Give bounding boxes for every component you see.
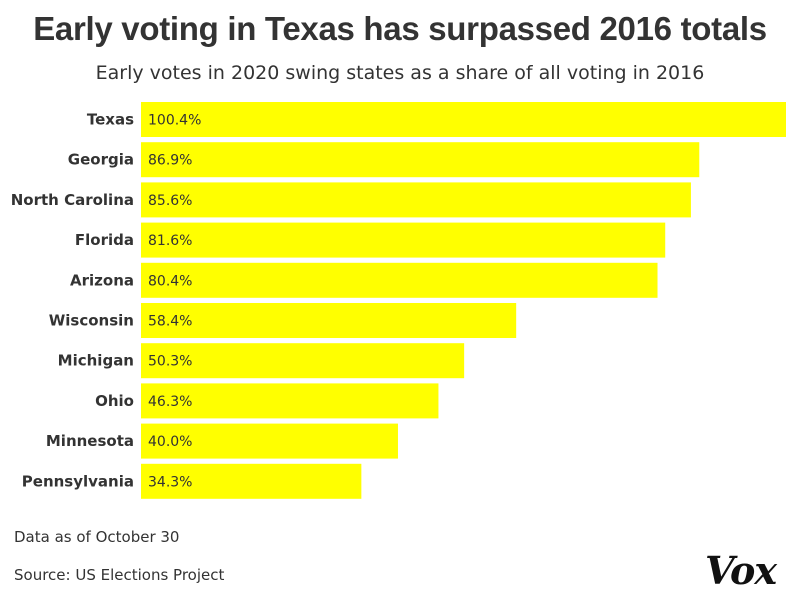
category-label-north-carolina: North Carolina [11,191,134,209]
bar-north-carolina [141,182,691,217]
category-label-michigan: Michigan [58,352,134,370]
category-label-texas: Texas [87,111,134,129]
category-label-wisconsin: Wisconsin [49,312,134,330]
value-label-michigan: 50.3% [148,354,192,370]
value-label-wisconsin: 58.4% [148,314,192,330]
data-date-note: Data as of October 30 [14,528,179,546]
category-label-florida: Florida [75,231,134,249]
bar-chart: Texas 100.4% Georgia 86.9% North Carolina 85.… [0,0,800,520]
bar-texas [141,102,786,137]
value-label-ohio: 46.3% [148,394,192,410]
bar-arizona [141,263,658,298]
category-label-georgia: Georgia [68,151,134,169]
value-label-texas: 100.4% [148,113,201,129]
value-label-minnesota: 40.0% [148,434,192,450]
value-label-north-carolina: 85.6% [148,193,192,209]
bar-wisconsin [141,303,516,338]
value-label-georgia: 86.9% [148,153,192,169]
bar-georgia [141,142,699,177]
category-label-pennsylvania: Pennsylvania [22,472,134,490]
category-label-arizona: Arizona [70,271,134,289]
bar-florida [141,223,665,258]
source-note: Source: US Elections Project [14,566,224,584]
value-label-pennsylvania: 34.3% [148,474,192,490]
value-label-arizona: 80.4% [148,273,192,289]
value-label-florida: 81.6% [148,233,192,249]
vox-logo: Vox [705,548,776,593]
category-label-ohio: Ohio [95,392,134,410]
category-label-minnesota: Minnesota [46,432,134,450]
